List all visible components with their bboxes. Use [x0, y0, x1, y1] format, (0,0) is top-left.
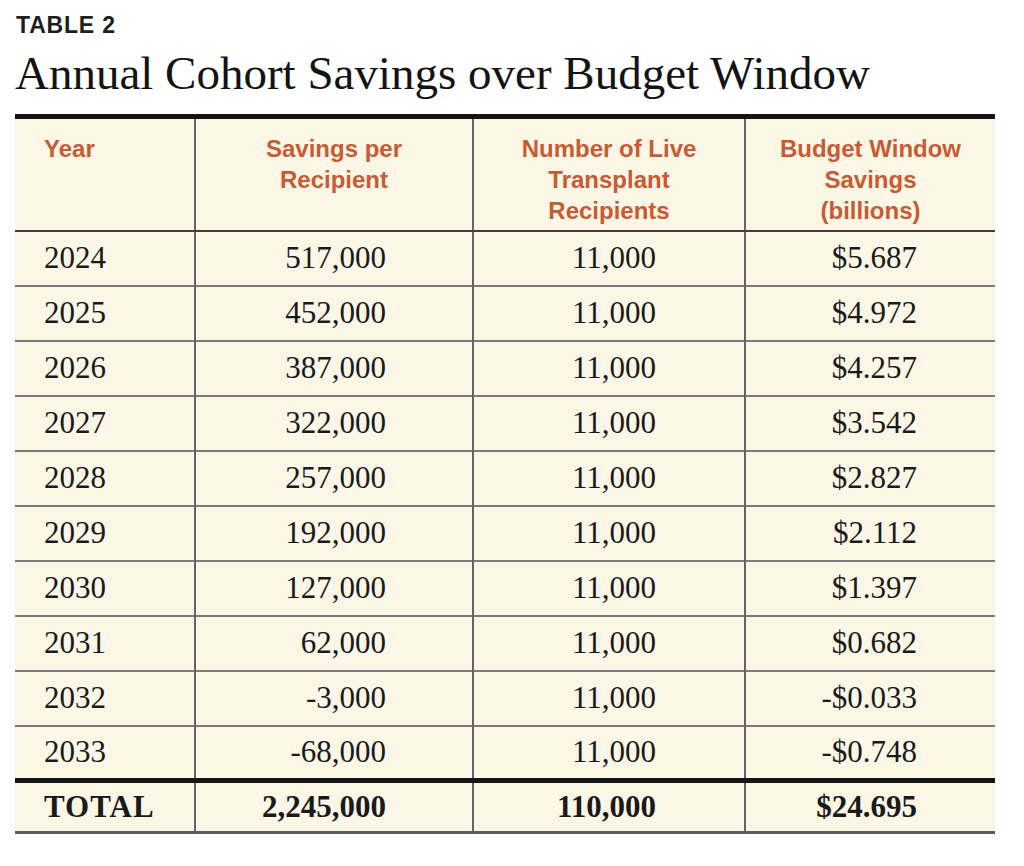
recipients-cell: 11,000 — [473, 286, 745, 341]
year-cell: 2027 — [15, 396, 195, 451]
data-row: 2026387,00011,000$4.257 — [15, 341, 995, 396]
year-cell: 2030 — [15, 561, 195, 616]
column-header-budget-window-savings: Budget Window Savings (billions) — [745, 117, 995, 231]
recipients-cell: 11,000 — [473, 396, 745, 451]
savings-per-recipient-cell: 322,000 — [195, 396, 473, 451]
savings-per-recipient-cell: 192,000 — [195, 506, 473, 561]
savings-per-recipient-cell: 127,000 — [195, 561, 473, 616]
year-cell: 2028 — [15, 451, 195, 506]
data-row: 2032-3,00011,000-$0.033 — [15, 671, 995, 726]
year-cell: 2025 — [15, 286, 195, 341]
recipients-cell: 11,000 — [473, 231, 745, 286]
data-row: 2027322,00011,000$3.542 — [15, 396, 995, 451]
budget-window-savings-cell: $2.827 — [745, 451, 995, 506]
savings-per-recipient-cell: -3,000 — [195, 671, 473, 726]
page-title: Annual Cohort Savings over Budget Window — [15, 45, 995, 101]
recipients-cell: 11,000 — [473, 561, 745, 616]
header-row: Year Savings per Recipient Number of Liv… — [15, 117, 995, 231]
savings-per-recipient-cell: 387,000 — [195, 341, 473, 396]
budget-window-savings-cell: $0.682 — [745, 616, 995, 671]
budget-window-savings-cell: $4.972 — [745, 286, 995, 341]
recipients-cell: 11,000 — [473, 451, 745, 506]
savings-per-recipient-cell: -68,000 — [195, 726, 473, 781]
data-row: 203162,00011,000$0.682 — [15, 616, 995, 671]
budget-window-savings-cell: $1.397 — [745, 561, 995, 616]
recipients-cell: 11,000 — [473, 341, 745, 396]
total-savings-per-recipient: 2,245,000 — [195, 781, 473, 833]
budget-window-savings-cell: $3.542 — [745, 396, 995, 451]
savings-per-recipient-cell: 452,000 — [195, 286, 473, 341]
year-cell: 2031 — [15, 616, 195, 671]
data-row: 2024517,00011,000$5.687 — [15, 231, 995, 286]
year-cell: 2029 — [15, 506, 195, 561]
total-label: TOTAL — [15, 781, 195, 833]
annual-cohort-savings-table: Year Savings per Recipient Number of Liv… — [15, 114, 995, 834]
year-cell: 2024 — [15, 231, 195, 286]
data-row: 2033-68,00011,000-$0.748 — [15, 726, 995, 781]
savings-per-recipient-cell: 517,000 — [195, 231, 473, 286]
total-recipients: 110,000 — [473, 781, 745, 833]
total-budget-window-savings: $24.695 — [745, 781, 995, 833]
data-row: 2030127,00011,000$1.397 — [15, 561, 995, 616]
budget-window-savings-cell: -$0.748 — [745, 726, 995, 781]
budget-window-savings-cell: $2.112 — [745, 506, 995, 561]
column-header-number-of-live-transplant-recipients: Number of Live Transplant Recipients — [473, 117, 745, 231]
savings-per-recipient-cell: 257,000 — [195, 451, 473, 506]
budget-window-savings-cell: -$0.033 — [745, 671, 995, 726]
recipients-cell: 11,000 — [473, 671, 745, 726]
table-kicker: TABLE 2 — [16, 12, 995, 39]
data-row: 2029192,00011,000$2.112 — [15, 506, 995, 561]
total-row: TOTAL 2,245,000 110,000 $24.695 — [15, 781, 995, 833]
page: TABLE 2 Annual Cohort Savings over Budge… — [0, 0, 1024, 866]
recipients-cell: 11,000 — [473, 726, 745, 781]
recipients-cell: 11,000 — [473, 616, 745, 671]
budget-window-savings-cell: $4.257 — [745, 341, 995, 396]
year-cell: 2032 — [15, 671, 195, 726]
budget-window-savings-cell: $5.687 — [745, 231, 995, 286]
column-header-year: Year — [15, 117, 195, 231]
savings-per-recipient-cell: 62,000 — [195, 616, 473, 671]
year-cell: 2033 — [15, 726, 195, 781]
year-cell: 2026 — [15, 341, 195, 396]
data-row: 2028257,00011,000$2.827 — [15, 451, 995, 506]
recipients-cell: 11,000 — [473, 506, 745, 561]
data-row: 2025452,00011,000$4.972 — [15, 286, 995, 341]
column-header-savings-per-recipient: Savings per Recipient — [195, 117, 473, 231]
